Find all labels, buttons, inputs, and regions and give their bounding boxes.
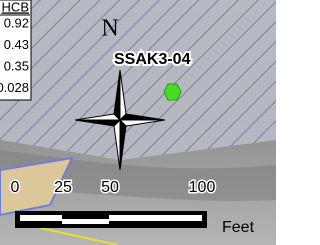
scale-label: 100 — [189, 179, 216, 196]
north-label: N — [101, 16, 118, 42]
scale-label: 50 — [101, 179, 119, 196]
table-value: 0.92 — [4, 15, 29, 30]
sample-label: SSAK3-04 — [114, 51, 191, 68]
scale-bar — [15, 211, 207, 228]
sample-point — [164, 84, 181, 100]
scale-label: 0 — [11, 179, 20, 196]
scale-unit: Feet — [222, 219, 255, 236]
scale-label: 25 — [54, 179, 72, 196]
map: HCB 0.92 0.43 0.35 0.028 N SSAK3-04 0 25 50 10… — [0, 0, 276, 245]
table-value: 0.35 — [4, 58, 29, 73]
table-value: 0.028 — [0, 80, 29, 95]
table-value: 0.43 — [4, 37, 29, 52]
hatched-area — [0, 0, 276, 160]
table-header: HCB — [2, 0, 29, 14]
